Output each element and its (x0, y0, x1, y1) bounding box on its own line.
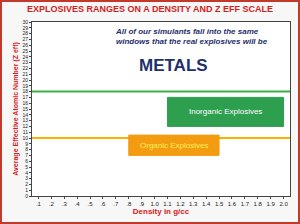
svg-text:1.5: 1.5 (215, 201, 224, 207)
svg-text:2: 2 (25, 181, 28, 187)
svg-text:21: 21 (22, 71, 28, 77)
svg-text:1: 1 (25, 187, 28, 193)
svg-text:15: 15 (22, 106, 28, 112)
svg-text:1.8: 1.8 (254, 201, 263, 207)
svg-text:20: 20 (22, 77, 28, 83)
svg-text:.9: .9 (139, 201, 145, 207)
svg-text:28: 28 (22, 30, 28, 36)
svg-text:18: 18 (22, 88, 28, 94)
svg-text:7: 7 (25, 152, 28, 158)
svg-text:Density in g/cc: Density in g/cc (133, 207, 190, 216)
svg-text:All of our simulants fall into: All of our simulants fall into the samew… (115, 27, 268, 46)
svg-text:1.9: 1.9 (266, 201, 275, 207)
svg-text:3: 3 (25, 175, 28, 181)
svg-text:.7: .7 (113, 201, 119, 207)
svg-text:.5: .5 (88, 201, 94, 207)
svg-text:27: 27 (22, 36, 28, 42)
svg-text:22: 22 (22, 65, 28, 71)
svg-text:29: 29 (22, 25, 28, 31)
svg-text:11: 11 (23, 129, 28, 135)
svg-text:8: 8 (25, 146, 28, 152)
svg-text:16: 16 (22, 100, 28, 106)
svg-text:Inorganic Explosives: Inorganic Explosives (189, 107, 262, 116)
svg-text:2.0: 2.0 (279, 201, 288, 207)
svg-text:1.4: 1.4 (202, 201, 211, 207)
svg-text:24: 24 (22, 54, 28, 60)
svg-text:10: 10 (22, 135, 28, 141)
svg-text:17: 17 (22, 94, 28, 100)
svg-text:25: 25 (22, 48, 28, 54)
svg-text:19: 19 (22, 83, 28, 89)
svg-text:.6: .6 (100, 201, 106, 207)
svg-text:1.7: 1.7 (241, 201, 250, 207)
svg-text:1.3: 1.3 (189, 201, 198, 207)
svg-text:6: 6 (25, 158, 28, 164)
svg-text:30: 30 (22, 19, 28, 25)
svg-text:1.6: 1.6 (228, 201, 237, 207)
svg-text:Organic Explosives: Organic Explosives (140, 141, 208, 150)
svg-text:12: 12 (22, 123, 28, 129)
svg-text:.3: .3 (62, 201, 68, 207)
svg-text:0: 0 (25, 193, 28, 199)
svg-text:Average Effective Atomic Numbe: Average Effective Atomic Number (Z eff) (12, 42, 20, 176)
svg-text:9: 9 (25, 141, 28, 147)
svg-text:5: 5 (25, 164, 28, 170)
svg-text:EXPLOSIVES RANGES ON A DENSITY: EXPLOSIVES RANGES ON A DENSITY AND Z EFF… (27, 4, 273, 14)
svg-text:.4: .4 (75, 201, 81, 207)
svg-text:1.1: 1.1 (163, 201, 172, 207)
svg-text:.2: .2 (49, 201, 55, 207)
svg-text:METALS: METALS (139, 56, 208, 75)
svg-text:.1: .1 (36, 201, 42, 207)
svg-text:23: 23 (22, 59, 28, 65)
svg-text:13: 13 (22, 117, 28, 123)
svg-text:4: 4 (25, 170, 28, 176)
svg-text:26: 26 (22, 42, 28, 48)
svg-text:14: 14 (22, 112, 28, 118)
svg-text:1.0: 1.0 (150, 201, 159, 207)
svg-text:1.2: 1.2 (176, 201, 185, 207)
svg-text:.8: .8 (126, 201, 132, 207)
